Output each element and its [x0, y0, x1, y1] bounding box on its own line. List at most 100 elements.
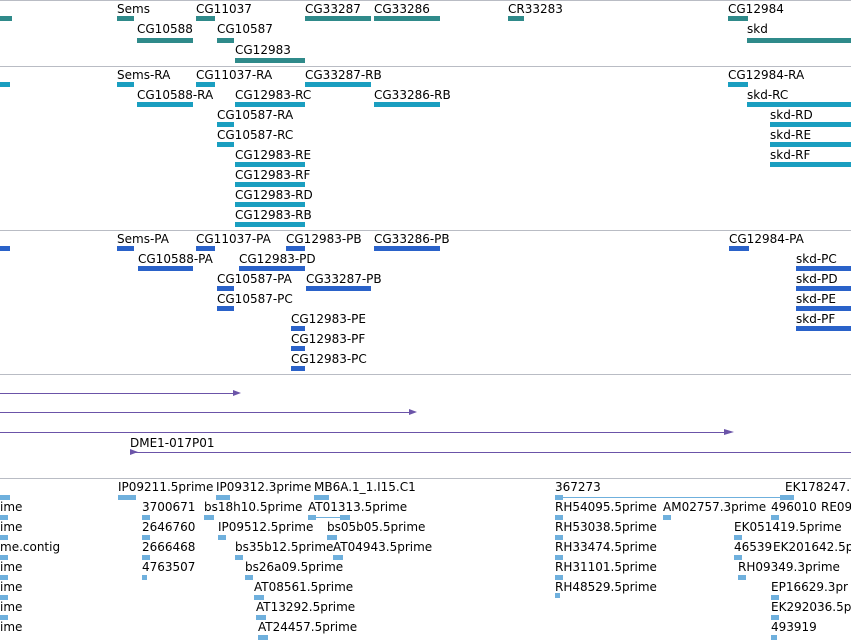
transcript-feature[interactable] [747, 102, 851, 107]
transcript-feature[interactable] [196, 82, 215, 87]
transcript-feature[interactable] [0, 82, 10, 87]
est-label[interactable]: RH54095.5prime [555, 500, 657, 514]
est-label[interactable]: RH09349.3prime [738, 560, 840, 574]
gene-label[interactable]: CG33287 [305, 2, 361, 16]
est-feature[interactable] [555, 515, 563, 520]
transcript-feature[interactable] [305, 82, 371, 87]
est-label[interactable]: AT04943.5prime [333, 540, 433, 554]
transcript-label[interactable]: CG12983-RE [235, 148, 312, 162]
est-label[interactable]: AT01313.5prime [308, 500, 408, 514]
transcript-feature[interactable] [728, 82, 748, 87]
est-label[interactable]: RE09 [821, 500, 851, 514]
est-feature[interactable] [771, 615, 779, 620]
gene-feature[interactable] [117, 16, 134, 21]
est-label[interactable]: 367273 [555, 480, 601, 494]
transcript-feature[interactable] [235, 102, 305, 107]
est-label[interactable]: AT13292.5prime [256, 600, 356, 614]
gene-label[interactable]: CG12983 [235, 43, 291, 57]
gene-label[interactable]: Sems [117, 2, 150, 16]
est-feature[interactable] [0, 555, 8, 560]
transcript-feature[interactable] [374, 102, 440, 107]
protein-label[interactable]: CG12983-PF [291, 332, 366, 346]
est-label[interactable]: AM02757.3prime [663, 500, 767, 514]
clone-label[interactable]: DME1-017P01 [130, 436, 215, 450]
protein-label[interactable]: skd-PF [796, 312, 836, 326]
est-feature[interactable] [256, 615, 266, 620]
est-label[interactable]: IP09312.3prime [216, 480, 312, 494]
est-feature[interactable] [555, 495, 563, 500]
transcript-feature[interactable] [217, 142, 234, 147]
est-feature[interactable] [218, 535, 226, 540]
est-feature[interactable] [245, 575, 253, 580]
est-label[interactable]: 2666468 [142, 540, 196, 554]
protein-feature[interactable] [306, 286, 371, 291]
gene-label[interactable]: CR33283 [508, 2, 563, 16]
est-feature[interactable] [254, 595, 264, 600]
protein-feature[interactable] [796, 286, 851, 291]
est-label[interactable]: EK292036.5p [771, 600, 851, 614]
gene-feature[interactable] [0, 16, 12, 21]
protein-label[interactable]: CG11037-PA [196, 232, 271, 246]
protein-label[interactable]: CG12983-PC [291, 352, 367, 366]
est-label[interactable]: RH33474.5prime [555, 540, 657, 554]
est-feature[interactable] [142, 515, 150, 520]
est-feature[interactable] [771, 515, 779, 520]
est-label[interactable]: RH53038.5prime [555, 520, 657, 534]
est-label[interactable]: 496010 [771, 500, 817, 514]
transcript-feature[interactable] [770, 162, 851, 167]
gene-feature[interactable] [217, 38, 234, 43]
est-label[interactable]: EK201642.5p [773, 540, 851, 554]
est-feature[interactable] [0, 535, 8, 540]
transcript-feature[interactable] [235, 162, 305, 167]
est-label[interactable]: ime [0, 520, 23, 534]
gene-feature[interactable] [508, 16, 524, 21]
protein-feature[interactable] [374, 246, 440, 251]
est-label[interactable]: RH48529.5prime [555, 580, 657, 594]
protein-label[interactable]: CG10588-PA [138, 252, 213, 266]
est-label[interactable]: ime [0, 580, 23, 594]
protein-feature[interactable] [796, 266, 851, 271]
transcript-feature[interactable] [235, 202, 305, 207]
protein-feature[interactable] [117, 246, 134, 251]
est-feature[interactable] [118, 495, 136, 500]
est-label[interactable]: 493919 [771, 620, 817, 634]
est-label[interactable]: AT24457.5prime [258, 620, 358, 634]
transcript-label[interactable]: CG12983-RD [235, 188, 313, 202]
gene-feature[interactable] [235, 58, 305, 63]
gene-label[interactable]: CG10588 [137, 22, 193, 36]
transcript-label[interactable]: CG12983-RB [235, 208, 312, 222]
est-label[interactable]: bs35b12.5prime [235, 540, 334, 554]
transcript-label[interactable]: CG10587-RC [217, 128, 294, 142]
est-label[interactable]: ime [0, 620, 23, 634]
clone-line[interactable] [0, 393, 234, 394]
gene-feature[interactable] [747, 38, 851, 43]
est-feature[interactable] [0, 615, 8, 620]
protein-feature[interactable] [291, 346, 305, 351]
transcript-label[interactable]: CG33287-RB [305, 68, 382, 82]
est-feature[interactable] [142, 535, 150, 540]
est-label[interactable]: MB6A.1_1.I15.C1 [314, 480, 416, 494]
protein-feature[interactable] [217, 306, 234, 311]
est-feature[interactable] [0, 495, 10, 500]
est-feature[interactable] [771, 595, 779, 600]
est-feature[interactable] [738, 575, 746, 580]
transcript-feature[interactable] [770, 122, 851, 127]
est-feature[interactable] [340, 515, 350, 520]
protein-feature[interactable] [138, 266, 193, 271]
protein-feature[interactable] [291, 366, 305, 371]
transcript-label[interactable]: CG12983-RC [235, 88, 312, 102]
gene-feature[interactable] [196, 16, 215, 21]
est-label[interactable]: EP16629.3pr [771, 580, 848, 594]
transcript-label[interactable]: CG11037-RA [196, 68, 273, 82]
est-label[interactable]: EK178247. [785, 480, 851, 494]
protein-label[interactable]: CG12983-PB [286, 232, 362, 246]
est-label[interactable]: 4763507 [142, 560, 196, 574]
protein-feature[interactable] [0, 246, 10, 251]
est-feature[interactable] [314, 495, 329, 500]
est-label[interactable]: bs18h10.5prime [204, 500, 303, 514]
transcript-feature[interactable] [217, 122, 234, 127]
est-label[interactable]: ime [0, 600, 23, 614]
transcript-label[interactable]: skd-RF [770, 148, 811, 162]
est-feature[interactable] [555, 555, 563, 560]
protein-label[interactable]: skd-PD [796, 272, 838, 286]
